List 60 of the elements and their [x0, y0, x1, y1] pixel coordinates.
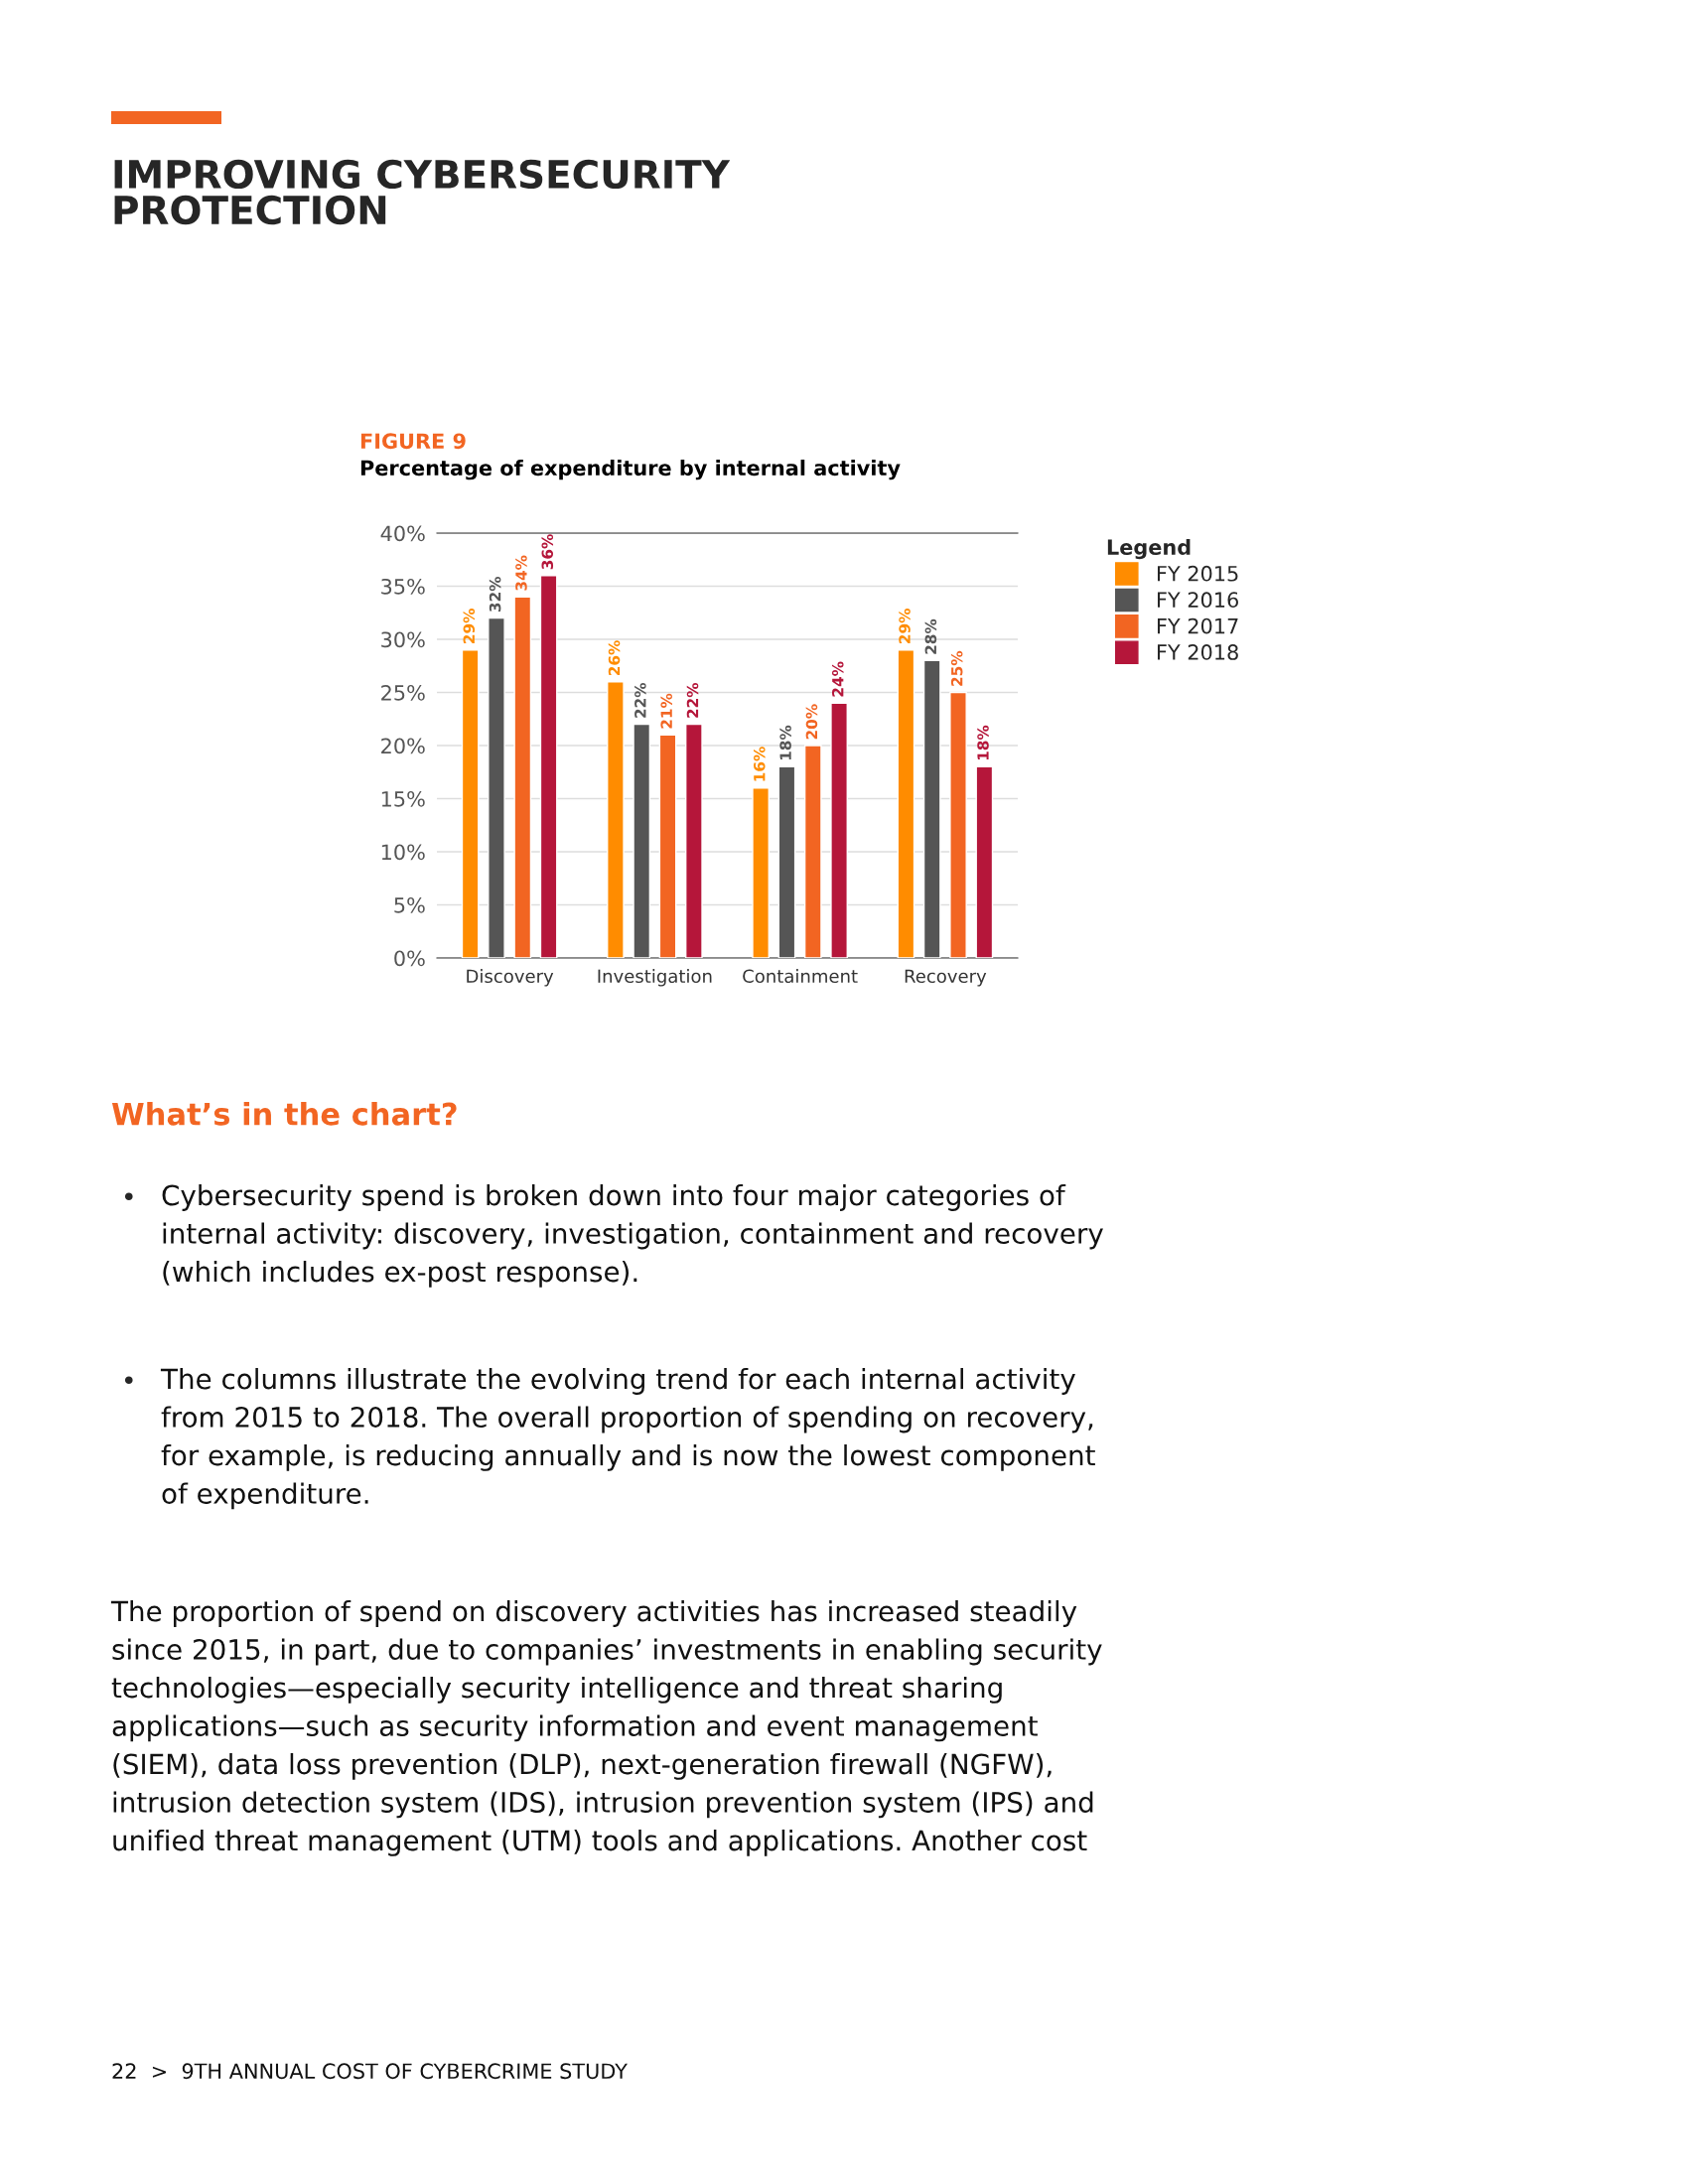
data-label: 25%	[950, 650, 963, 686]
legend-title: Legend	[1107, 538, 1191, 560]
chart-subtitle: FIGURE 9	[360, 433, 466, 450]
data-label: 36%	[541, 534, 554, 570]
text: The proportion of spend on discovery activities has increased steadily since 2015, in part, due to companies’ investments in enabling security technologies—especially security intelligence and threat sharing applications—such as security information and event management (SIEM), data loss prevention (DLP), next-generation firewall (NGFW), intrusion detection system (IDS), intrusion prevention system (IPS) and unified threat management (UTM) tools and applications. Another cost	[110, 1600, 1102, 1856]
data-label: 29%	[463, 609, 476, 643]
bar	[461, 649, 480, 958]
bar	[685, 723, 703, 958]
data-label: 16%	[754, 747, 766, 781]
legend-label: FY 2017	[1157, 617, 1238, 634]
bar	[897, 649, 915, 958]
text: 22 > 9TH ANNUAL COST OF CYBERCRIME STUDY	[112, 2063, 628, 2080]
y-tick-label: 10%	[381, 844, 425, 861]
bar	[513, 596, 532, 958]
bar	[488, 616, 505, 958]
data-label: 32%	[489, 576, 501, 613]
bar	[752, 787, 770, 958]
data-label: 22%	[634, 682, 646, 718]
text: The columns illustrate the evolving trend for each internal activity from 2015 to 2018. The overall proportion of spending on recovery, for example, is reducing annually and is now the lowest component of expenditure.	[160, 1368, 1095, 1510]
data-label: 26%	[608, 640, 621, 676]
text: •	[124, 1376, 133, 1385]
bar	[658, 734, 677, 958]
legend-label: FY 2018	[1157, 644, 1238, 660]
bar	[830, 702, 848, 958]
y-tick-label: 20%	[381, 738, 425, 754]
x-tick-label: Recovery	[905, 969, 987, 987]
text: IMPROVING CYBERSECURITY PROTECTION	[114, 159, 731, 225]
bar	[539, 575, 558, 958]
data-label: 18%	[977, 725, 989, 760]
data-label: 28%	[924, 618, 937, 654]
bar	[777, 765, 796, 958]
y-tick-label: 40%	[380, 525, 425, 542]
bar	[803, 745, 822, 958]
bar	[975, 765, 994, 958]
y-tick-label: 15%	[381, 790, 425, 807]
data-label: 22%	[686, 682, 699, 718]
y-tick-label: 5%	[394, 896, 425, 913]
text: What’s in the chart?	[111, 1102, 457, 1126]
bar	[607, 681, 625, 958]
data-label: 20%	[805, 704, 818, 740]
bar	[633, 723, 651, 958]
chart-title: Percentage of expenditure by internal activity	[360, 460, 901, 480]
x-tick-label: Containment	[743, 969, 858, 984]
y-tick-label: 0%	[394, 950, 425, 967]
x-tick-label: Discovery	[467, 969, 554, 987]
y-tick-label: 35%	[381, 578, 425, 595]
text: Cybersecurity spend is broken down into four major categories of internal activity: discovery, investigation, containment and recovery (which includes ex-post response).	[162, 1184, 1103, 1288]
data-label: 21%	[660, 693, 672, 729]
y-tick-label: 25%	[381, 684, 425, 701]
text: •	[124, 1192, 133, 1201]
x-tick-label: Investigation	[598, 969, 712, 987]
data-label: 18%	[779, 725, 791, 760]
bar	[949, 691, 967, 958]
y-tick-label: 30%	[381, 631, 425, 648]
legend-label: FY 2016	[1157, 592, 1238, 609]
data-label: 29%	[899, 609, 911, 643]
legend-label: FY 2015	[1157, 565, 1238, 582]
bar	[922, 659, 941, 958]
data-label: 24%	[831, 661, 844, 697]
data-label: 34%	[515, 555, 527, 591]
